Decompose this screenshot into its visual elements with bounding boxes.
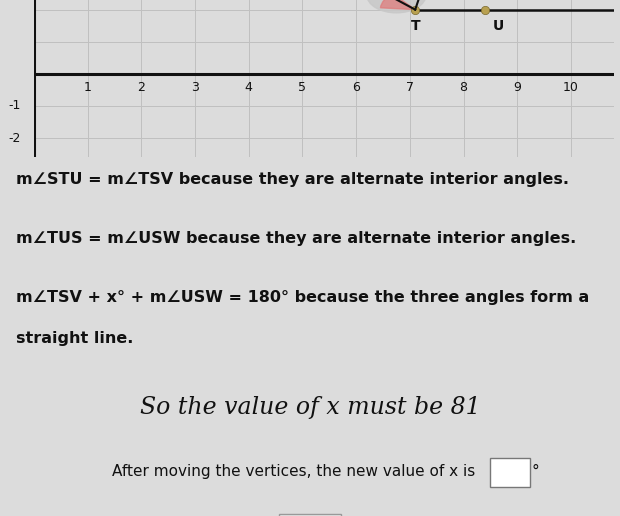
FancyBboxPatch shape bbox=[279, 514, 341, 516]
Text: m∠TUS = m∠USW because they are alternate interior angles.: m∠TUS = m∠USW because they are alternate… bbox=[16, 231, 576, 246]
FancyBboxPatch shape bbox=[490, 458, 530, 487]
Text: 6: 6 bbox=[352, 81, 360, 94]
Text: 3: 3 bbox=[191, 81, 199, 94]
Text: 10: 10 bbox=[563, 81, 579, 94]
Text: 9: 9 bbox=[513, 81, 521, 94]
Text: 7: 7 bbox=[406, 81, 414, 94]
Text: 4: 4 bbox=[245, 81, 253, 94]
Text: After moving the vertices, the new value of x is: After moving the vertices, the new value… bbox=[112, 464, 475, 479]
Text: -2: -2 bbox=[8, 132, 20, 144]
Text: m∠TSV + x° + m∠USW = 180° because the three angles form a: m∠TSV + x° + m∠USW = 180° because the th… bbox=[16, 290, 589, 305]
Text: -1: -1 bbox=[8, 100, 20, 112]
Wedge shape bbox=[381, 0, 415, 10]
Circle shape bbox=[367, 0, 426, 13]
Text: °: ° bbox=[532, 464, 539, 479]
Text: So the value of x must be 81: So the value of x must be 81 bbox=[140, 396, 480, 419]
Text: 8: 8 bbox=[459, 81, 467, 94]
Text: 1: 1 bbox=[84, 81, 92, 94]
Text: T: T bbox=[410, 19, 420, 33]
Text: 5: 5 bbox=[298, 81, 306, 94]
Text: straight line.: straight line. bbox=[16, 331, 133, 346]
Text: m∠STU = m∠TSV because they are alternate interior angles.: m∠STU = m∠TSV because they are alternate… bbox=[16, 172, 569, 187]
Text: 2: 2 bbox=[138, 81, 145, 94]
Text: U: U bbox=[493, 19, 504, 33]
